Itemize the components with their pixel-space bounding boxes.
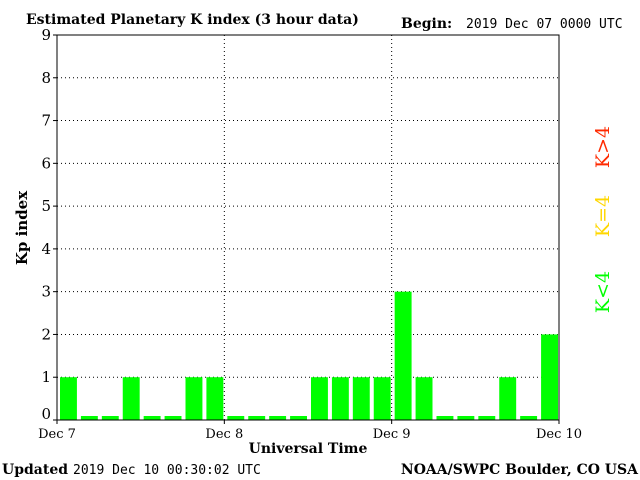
grid [57,35,559,420]
kp-bar [269,416,287,420]
y-axis-label: Kp index [13,190,31,265]
begin-date: 2019 Dec 07 0000 UTC [466,17,623,32]
kp-bar [60,377,77,420]
y-tick-label: 0 [41,405,51,423]
y-axis-ticks: 0 1 2 3 4 5 6 7 8 9 [41,26,57,423]
kp-bar [499,377,517,420]
kp-bar [394,291,412,420]
y-tick-label: 9 [41,26,51,44]
kp-bar [164,416,182,420]
plot-frame [56,34,560,421]
y-tick-label: 2 [41,325,51,343]
kp-bar [352,377,370,420]
y-tick-label: 3 [41,283,51,301]
kp-bar [436,416,454,420]
kp-bar [248,416,266,420]
x-tick-label: Dec 9 [373,427,411,442]
y-tick-label: 1 [41,368,51,386]
y-tick-label: 8 [41,69,51,87]
source-credit: NOAA/SWPC Boulder, CO USA [401,462,639,478]
kp-bar [373,377,391,420]
kp-bar [206,377,224,420]
kp-bar [80,416,98,420]
x-tick-label: Dec 7 [38,427,76,442]
kp-bar [478,416,496,420]
kp-bar [331,377,349,420]
kp-bar [101,416,119,420]
x-tick-label: Dec 10 [536,427,582,442]
x-tick-label: Dec 8 [205,427,243,442]
kp-bar [122,377,140,420]
kp-bar [185,377,203,420]
kp-bar [520,416,538,420]
kp-bar [457,416,475,420]
begin-label: Begin: [401,16,452,32]
legend-equal-4: K=4 [592,195,614,237]
kp-bar [311,377,328,420]
y-tick-label: 7 [41,112,51,130]
kp-bar [227,416,245,420]
y-tick-label: 6 [41,154,51,172]
kp-bar [143,416,161,420]
legend-below-4: K<4 [592,271,614,313]
y-tick-label: 4 [41,240,51,258]
chart-title: Estimated Planetary K index (3 hour data… [26,12,359,28]
kp-bar [290,416,307,420]
kp-bar [541,334,558,420]
x-axis-label: Universal Time [249,441,368,457]
legend-above-4: K>4 [592,126,614,168]
updated-timestamp: 2019 Dec 10 00:30:02 UTC [73,463,261,478]
x-axis-ticks: Dec 7 Dec 8 Dec 9 Dec 10 [38,420,582,442]
kp-bar [415,377,433,420]
updated-label: Updated [2,462,68,478]
bars [60,291,558,420]
y-tick-label: 5 [41,197,51,215]
